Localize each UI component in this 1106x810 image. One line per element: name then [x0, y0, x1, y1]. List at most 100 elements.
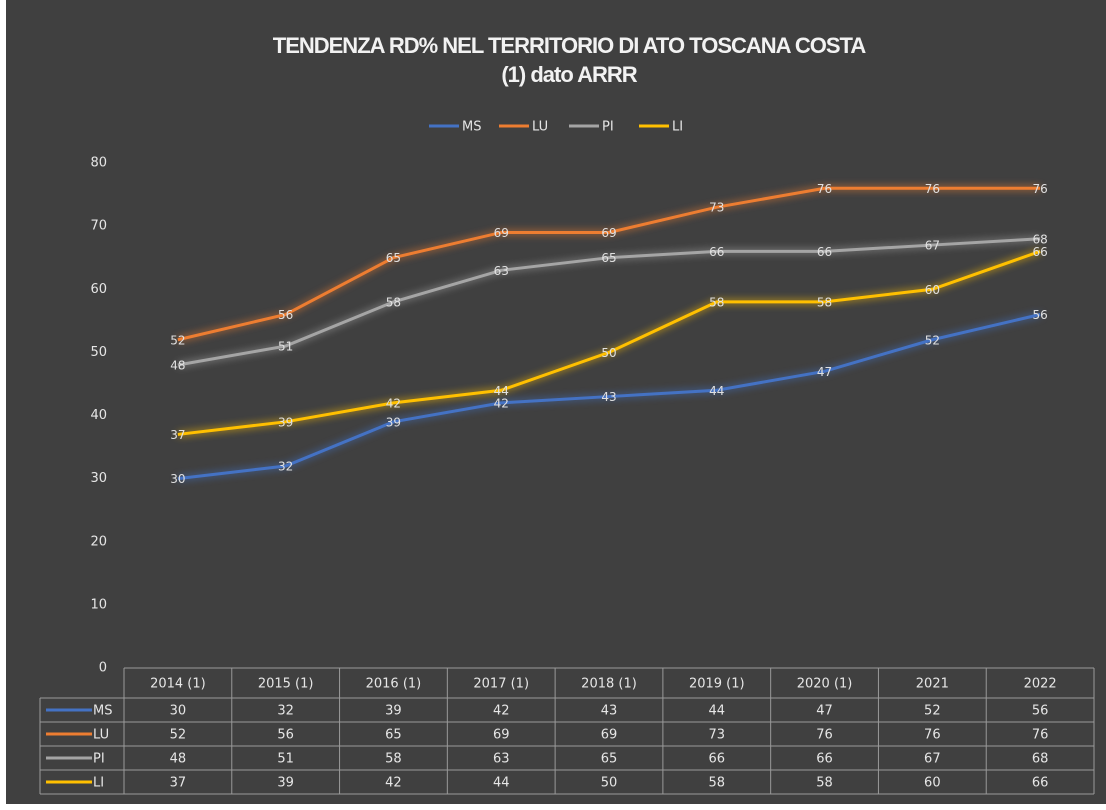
table-cell: 39 [277, 776, 294, 791]
y-tick-label: 20 [90, 534, 107, 549]
data-label: 66 [817, 245, 832, 259]
x-tick-label: 2015 (1) [258, 677, 314, 692]
table-row-label: PI [93, 752, 105, 767]
data-label: 47 [817, 365, 832, 379]
series-line [177, 249, 1041, 436]
data-label: 42 [386, 396, 401, 410]
data-label: 68 [1032, 232, 1047, 246]
data-label: 39 [386, 415, 401, 429]
chart-title: TENDENZA RD% NEL TERRITORIO DI ATO TOSCA… [273, 33, 867, 58]
data-label: 76 [817, 182, 832, 196]
series-line [177, 313, 1041, 481]
table-cell: 68 [1032, 752, 1049, 767]
table-cell: 39 [385, 704, 402, 719]
y-tick-label: 60 [90, 282, 107, 297]
data-label: 44 [709, 384, 724, 398]
legend-label: LI [672, 120, 683, 135]
data-label: 50 [601, 346, 616, 360]
data-label: 32 [278, 460, 293, 474]
y-tick-label: 80 [90, 156, 107, 171]
data-label: 42 [494, 396, 509, 410]
table-cell: 42 [493, 704, 510, 719]
table-cell: 66 [1032, 776, 1049, 791]
legend-label: PI [602, 120, 614, 135]
table-cell: 56 [1032, 704, 1049, 719]
x-tick-label: 2016 (1) [366, 677, 422, 692]
x-tick-label: 2018 (1) [581, 677, 637, 692]
table-cell: 48 [170, 752, 187, 767]
data-label: 56 [1032, 308, 1047, 322]
x-tick-label: 2020 (1) [797, 677, 853, 692]
table-cell: 51 [277, 752, 294, 767]
data-label: 63 [494, 264, 509, 278]
table-cell: 67 [924, 752, 941, 767]
data-label: 58 [817, 295, 832, 309]
data-label: 76 [1032, 182, 1047, 196]
data-label: 66 [1032, 245, 1047, 259]
x-tick-label: 2017 (1) [473, 677, 529, 692]
data-label: 51 [278, 340, 293, 354]
y-tick-label: 40 [90, 408, 107, 423]
table-cell: 58 [816, 776, 833, 791]
table-cell: 66 [816, 752, 833, 767]
y-tick-label: 50 [90, 345, 107, 360]
table-row-label: MS [93, 704, 112, 719]
legend-label: LU [532, 120, 548, 135]
data-label: 65 [601, 251, 616, 265]
data-label: 39 [278, 415, 293, 429]
data-label: 48 [170, 359, 185, 373]
x-tick-label: 2022 [1024, 677, 1057, 692]
table-cell: 58 [385, 752, 402, 767]
data-label: 67 [925, 239, 940, 253]
table-cell: 37 [170, 776, 187, 791]
table-cell: 50 [601, 776, 618, 791]
data-label: 58 [709, 295, 724, 309]
table-cell: 30 [170, 704, 187, 719]
data-label: 52 [170, 333, 185, 347]
table-cell: 76 [924, 728, 941, 743]
chart-background [6, 0, 1106, 804]
data-label: 65 [386, 251, 401, 265]
table-cell: 65 [385, 728, 402, 743]
y-tick-label: 30 [90, 471, 107, 486]
data-label: 76 [925, 182, 940, 196]
table-cell: 69 [601, 728, 618, 743]
table-cell: 52 [170, 728, 187, 743]
table-row-label: LU [93, 728, 109, 743]
table-cell: 65 [601, 752, 618, 767]
data-label: 66 [709, 245, 724, 259]
data-label: 56 [278, 308, 293, 322]
data-label: 52 [925, 333, 940, 347]
chart-subtitle: (1) dato ARRR [501, 62, 637, 87]
table-row-label: LI [93, 776, 104, 791]
data-label: 58 [386, 295, 401, 309]
data-label: 30 [170, 472, 185, 486]
table-cell: 47 [816, 704, 833, 719]
table-cell: 44 [493, 776, 510, 791]
x-tick-label: 2021 [916, 677, 949, 692]
x-tick-label: 2014 (1) [150, 677, 206, 692]
data-label: 60 [925, 283, 940, 297]
series-line [177, 186, 1041, 342]
table-cell: 69 [493, 728, 510, 743]
table-cell: 60 [924, 776, 941, 791]
table-cell: 58 [709, 776, 726, 791]
data-label: 69 [494, 226, 509, 240]
data-label: 69 [601, 226, 616, 240]
y-tick-label: 0 [99, 661, 107, 676]
table-cell: 76 [816, 728, 833, 743]
table-cell: 76 [1032, 728, 1049, 743]
data-label: 44 [494, 384, 509, 398]
table-cell: 52 [924, 704, 941, 719]
y-tick-label: 10 [90, 597, 107, 612]
data-label: 73 [709, 201, 724, 215]
data-label: 37 [170, 428, 185, 442]
table-cell: 43 [601, 704, 618, 719]
table-cell: 63 [493, 752, 510, 767]
legend-label: MS [462, 120, 481, 135]
table-cell: 73 [709, 728, 726, 743]
table-cell: 44 [709, 704, 726, 719]
table-cell: 56 [277, 728, 294, 743]
y-tick-label: 70 [90, 219, 107, 234]
